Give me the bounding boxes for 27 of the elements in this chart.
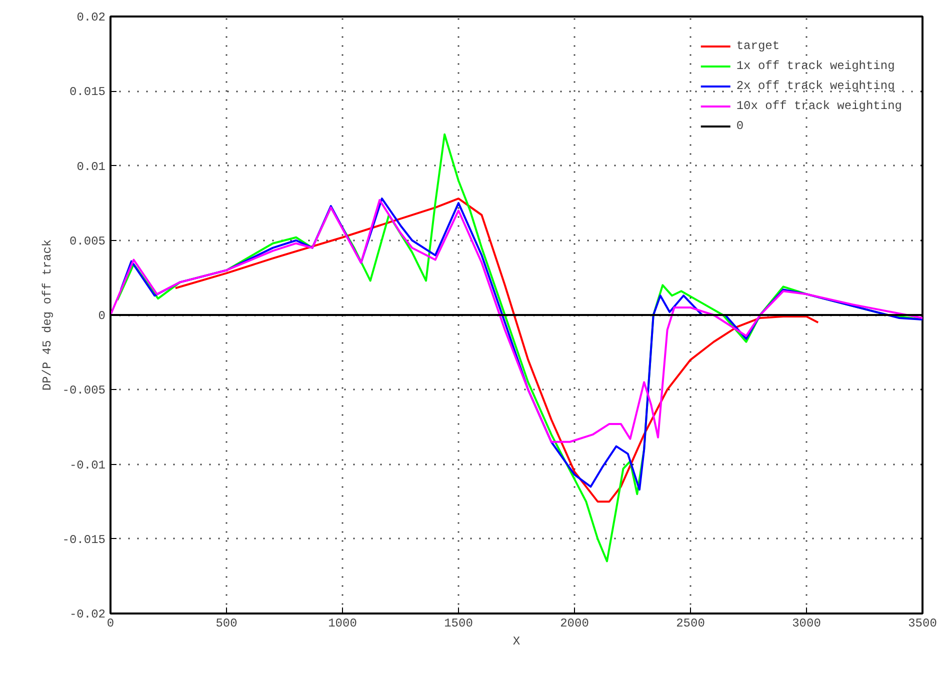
y-tick-label: -0.005: [62, 384, 106, 398]
y-tick-label: -0.02: [69, 608, 106, 622]
line-series: [174, 198, 820, 503]
x-tick-label: 1500: [444, 616, 473, 630]
x-tick-label: 1000: [328, 616, 357, 630]
legend-label: 2x off track weighting: [736, 79, 895, 93]
y-tick-label: 0.005: [69, 234, 106, 248]
line-series: [110, 199, 922, 443]
y-tick-label: 0.015: [69, 85, 106, 100]
line-series: [120, 198, 922, 491]
y-axis-title: DP/P 45 deg off track: [40, 239, 54, 391]
legend-label: 1x off track weighting: [736, 59, 895, 73]
x-tick-label: 2500: [676, 616, 705, 630]
legend-label: target: [736, 39, 780, 53]
x-tick-label: 2000: [560, 616, 589, 630]
x-tick-label: 0: [106, 616, 114, 630]
y-tick-label: -0.01: [69, 458, 106, 472]
legend-label: 0: [736, 119, 745, 133]
legend-label: 10x off track weighting: [736, 99, 902, 113]
y-tick-label: 0.02: [76, 10, 106, 24]
y-tick-label: -0.015: [62, 532, 106, 547]
x-tick-label: 3000: [792, 616, 821, 630]
x-tick-label: 500: [216, 616, 238, 630]
y-tick-label: 0: [98, 309, 106, 323]
x-tick-label: 3500: [908, 616, 937, 630]
x-axis-title: X: [512, 634, 520, 648]
y-tick-label: 0.01: [76, 160, 106, 174]
